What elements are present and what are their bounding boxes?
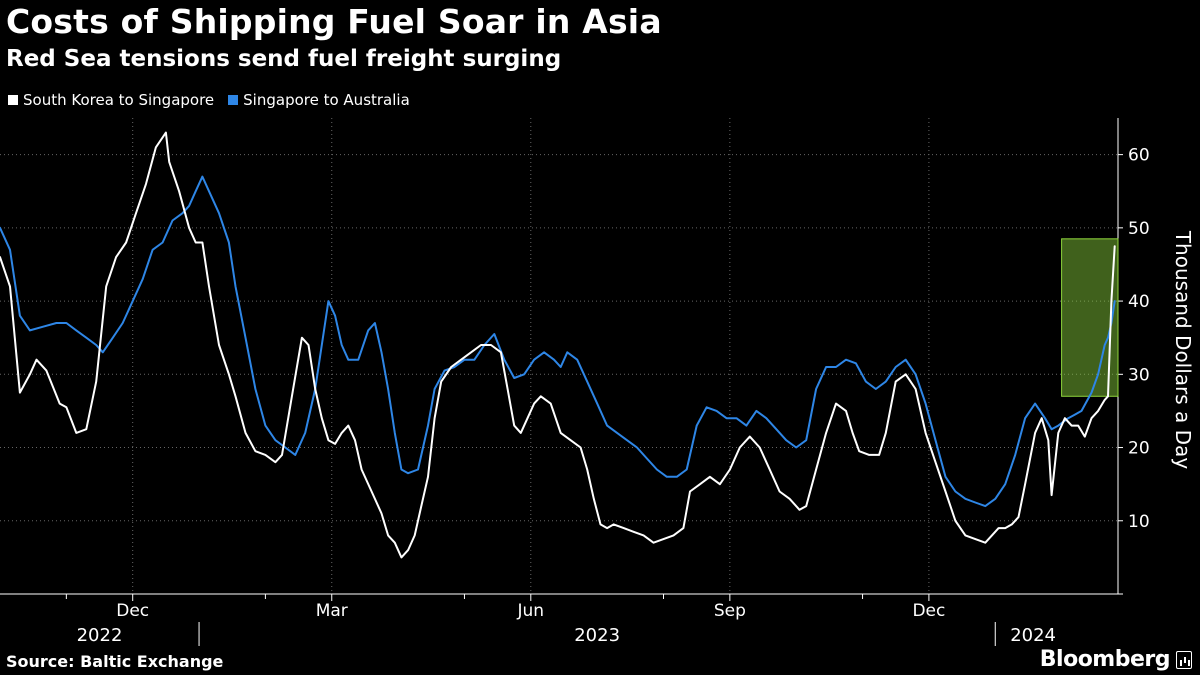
y-tick-label-20: 20 [1128, 439, 1150, 459]
bloomberg-chart-icon [1176, 650, 1192, 669]
x-tick-label-dec-0: Dec [116, 601, 149, 621]
chart-title: Costs of Shipping Fuel Soar in Asia [6, 2, 662, 41]
x-tick-label-dec-4: Dec [912, 601, 945, 621]
legend-item-singapore: Singapore to Australia [228, 91, 410, 109]
bloomberg-brand: Bloomberg [1040, 647, 1192, 672]
legend-swatch-blue [228, 95, 239, 105]
x-tick-label-jun-2: Jun [517, 601, 545, 621]
y-axis-title: Thousand Dollars a Day [1171, 230, 1195, 469]
chart-subtitle: Red Sea tensions send fuel freight surgi… [6, 46, 562, 72]
year-label-2024: 2024 [1010, 625, 1056, 646]
year-label-2022: 2022 [77, 625, 123, 646]
chart-legend: South Korea to Singapore Singapore to Au… [8, 91, 410, 109]
legend-label-singapore: Singapore to Australia [243, 91, 410, 109]
year-label-2023: 2023 [574, 625, 620, 646]
y-tick-label-40: 40 [1128, 292, 1150, 312]
legend-item-south-korea: South Korea to Singapore [8, 91, 214, 109]
x-tick-label-sep-3: Sep [714, 601, 746, 621]
bloomberg-wordmark: Bloomberg [1039, 647, 1171, 672]
x-tick-label-mar-1: Mar [316, 601, 348, 621]
y-tick-label-60: 60 [1128, 146, 1150, 166]
y-tick-label-30: 30 [1128, 365, 1150, 385]
y-tick-label-10: 10 [1128, 512, 1150, 532]
source-note: Source: Baltic Exchange [6, 652, 224, 671]
legend-swatch-white [8, 95, 18, 105]
y-tick-label-50: 50 [1128, 219, 1150, 239]
series-line-singapore-to-australia [0, 175, 1116, 508]
legend-label-south-korea: South Korea to Singapore [23, 91, 215, 109]
series-line-south-korea-to-singapore [0, 131, 1116, 559]
